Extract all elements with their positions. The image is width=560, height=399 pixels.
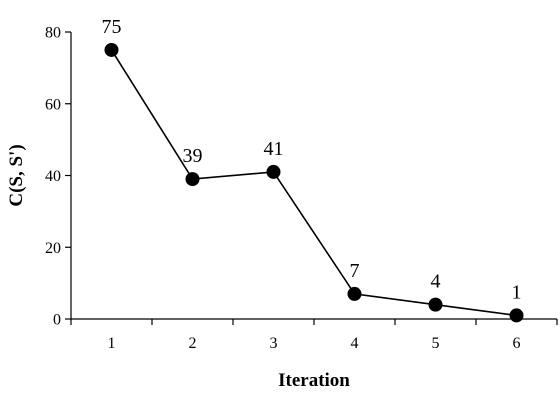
y-axis-title: C(S, S') <box>6 144 27 206</box>
x-tick-label: 4 <box>351 335 359 352</box>
y-axis: 0 20 40 60 80 <box>45 25 72 329</box>
data-point <box>428 297 443 312</box>
data-label: 1 <box>512 281 522 303</box>
x-tick-label: 2 <box>189 335 197 352</box>
data-label: 39 <box>183 145 203 167</box>
x-tick-label: 1 <box>108 335 116 352</box>
x-axis: 1 2 3 4 5 6 <box>70 318 558 352</box>
y-tick-label: 0 <box>53 312 61 329</box>
data-label: 4 <box>431 271 441 293</box>
x-tick-label: 5 <box>432 335 440 352</box>
x-tick-label: 3 <box>270 335 278 352</box>
x-axis-title: Iteration <box>278 370 350 391</box>
y-tick-label: 40 <box>45 168 61 185</box>
data-label: 7 <box>350 260 360 282</box>
y-tick-label: 80 <box>45 25 61 42</box>
data-point <box>509 308 524 323</box>
data-point <box>266 164 281 179</box>
data-point <box>104 42 119 57</box>
series-line <box>110 49 517 317</box>
data-label: 41 <box>264 138 284 160</box>
y-tick-label: 60 <box>45 96 61 113</box>
data-point <box>185 172 200 187</box>
data-label: 75 <box>102 16 122 38</box>
y-tick-label: 20 <box>45 240 61 257</box>
data-point <box>347 286 362 301</box>
x-tick-label: 6 <box>513 335 521 352</box>
